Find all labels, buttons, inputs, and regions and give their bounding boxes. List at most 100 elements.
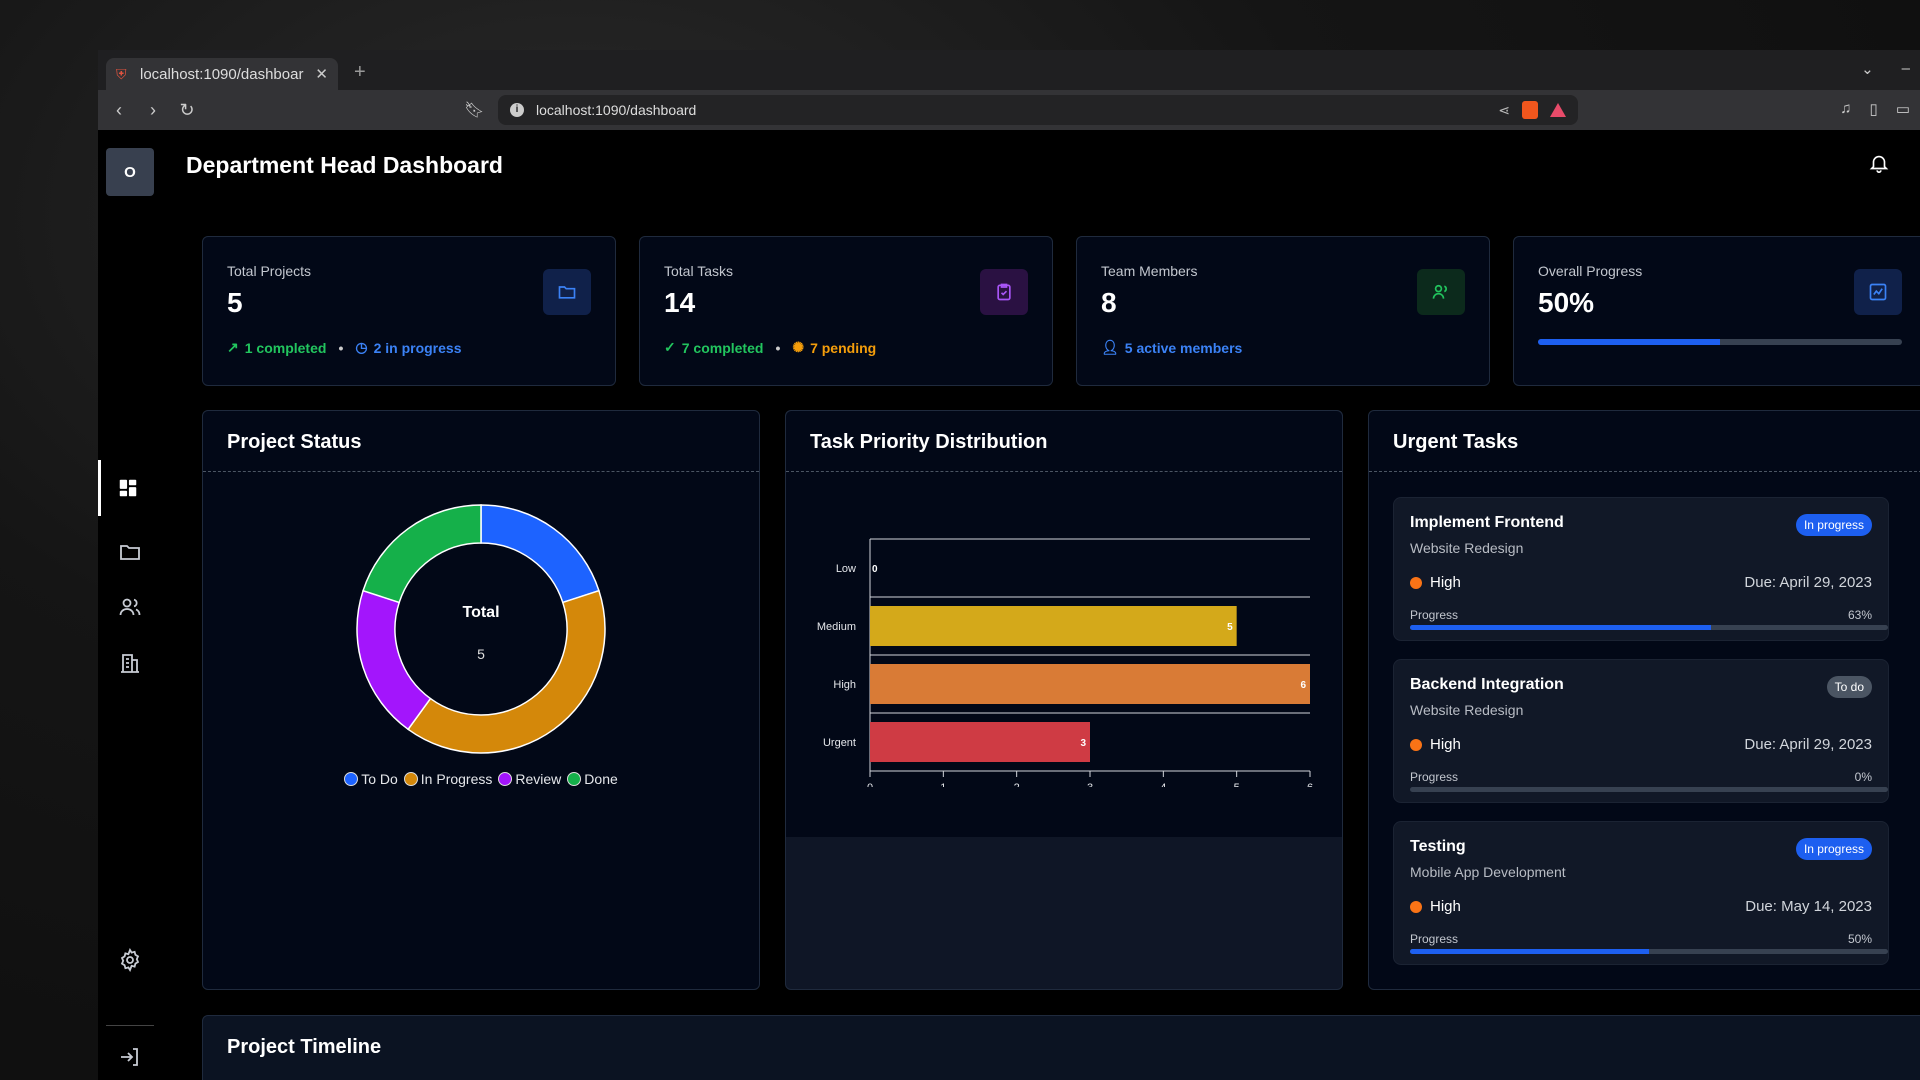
share-icon[interactable]: ⋖ [1498,101,1510,118]
page-title: Department Head Dashboard [186,152,503,178]
bookmark-icon[interactable]: 🔖︎ [464,102,485,119]
favicon-icon: ⛨ [116,66,127,82]
completed-count: 7 completed [681,339,764,356]
settings-gear-icon[interactable] [106,940,154,980]
x-tick-label: 1 [940,782,946,787]
bar-urgent[interactable] [870,722,1090,762]
project-status-panel: Project Status Total 5 To Do In Progress … [202,410,760,990]
logout-icon[interactable] [106,1037,154,1077]
task-priority-bar-chart: Low 0 Medium 5 High 6 Urgent 3 0 1 2 3 4 5 6 [817,538,1313,787]
overall-progress-bar [1538,339,1902,345]
urgent-task-card[interactable]: Implement Frontend Website Redesign In p… [1393,497,1889,641]
legend-item-todo[interactable]: To Do [344,771,398,787]
stat-label: Team Members [1101,263,1198,279]
task-priority: High [1410,736,1461,753]
stat-value: 8 [1101,287,1117,318]
task-project: Website Redesign [1410,702,1524,718]
address-bar[interactable]: i localhost:1090/dashboard ⋖ [498,95,1578,125]
x-tick-label: 3 [1087,782,1093,787]
project-timeline-panel: Project Timeline [202,1015,1920,1080]
sidebar-divider [106,1025,154,1026]
browser-window: ⛨ localhost:1090/dashboar ✕ + ⌄ – ‹ › ↻ … [98,50,1920,1080]
legend-item-review[interactable]: Review [498,771,561,787]
priority-dot-icon [1410,738,1422,751]
stat-label: Total Projects [227,263,312,279]
task-name: Implement Frontend [1410,514,1564,531]
x-tick-label: 2 [1014,782,1020,787]
bar-value-label: 5 [1227,622,1233,633]
urgent-tasks-panel: Urgent Tasks Implement Frontend Website … [1368,410,1920,990]
task-priority-panel: Task Priority Distribution Low 0 Medium 5 Hi… [785,410,1343,990]
tab-list-icon[interactable]: ⌄ [1861,61,1874,78]
brave-rewards-icon[interactable] [1550,103,1566,117]
y-tick-label: Low [836,563,856,575]
site-info-icon[interactable]: i [510,103,524,117]
team-users-icon[interactable] [106,587,154,627]
task-name: Backend Integration [1410,676,1564,693]
legend-item-in-progress[interactable]: In Progress [403,771,492,787]
x-tick-label: 0 [867,782,873,787]
brave-shield-icon[interactable] [1522,101,1538,119]
bar-medium[interactable] [870,606,1237,646]
forward-icon[interactable]: › [150,99,156,120]
task-due-date: Due: April 29, 2023 [1744,574,1872,591]
status-badge: In progress [1795,838,1872,860]
url-text: localhost:1090/dashboard [536,102,697,118]
progress-label: Progress [1410,608,1459,622]
projects-folder-icon[interactable] [106,532,154,572]
folder-icon [543,269,591,315]
task-priority: High [1410,898,1461,915]
back-icon[interactable]: ‹ [116,99,122,120]
new-tab-icon[interactable]: + [354,61,366,83]
team-members-card: Team Members 8 👤︎ 5 active members [1076,236,1490,386]
stat-meta: 👤︎ 5 active members [1101,339,1242,356]
dashboard-icon[interactable] [98,460,154,516]
completed-count: 1 completed [244,339,327,356]
progress-label: Progress [1410,770,1459,784]
y-tick-label: Urgent [823,737,856,749]
donut-slice-done[interactable] [362,504,482,604]
panel-divider [786,471,1342,472]
donut-slice-in-progress[interactable] [407,589,606,754]
in-progress-count: 2 in progress [373,339,462,356]
x-tick-label: 6 [1307,782,1313,787]
task-progress-bar [1410,787,1888,792]
status-badge: To do [1826,676,1872,698]
clock-icon: ◷ [355,339,368,355]
donut-slice-review[interactable] [356,589,432,731]
donut-slice-to-do[interactable] [480,504,600,604]
sidebar: O [98,130,158,1080]
priority-dot-icon [1410,900,1422,913]
media-icon[interactable]: ♫ [1840,100,1852,117]
org-logo[interactable]: O [106,148,154,196]
close-tab-icon[interactable]: ✕ [315,66,328,83]
project-status-donut-chart: Total 5 [356,504,606,754]
stat-value: 50% [1538,287,1595,318]
departments-building-icon[interactable] [106,643,154,683]
tab-bar: ⛨ localhost:1090/dashboar ✕ + ⌄ – [98,50,1920,90]
browser-tab[interactable]: ⛨ localhost:1090/dashboar ✕ [106,58,338,90]
reload-icon[interactable]: ↻ [179,99,195,120]
bar-value-label: 0 [872,564,878,575]
minimize-icon[interactable]: – [1901,60,1910,77]
wallet-icon[interactable]: ▭ [1895,101,1910,118]
notifications-bell-icon[interactable] [1868,152,1890,179]
task-priority: High [1410,574,1461,591]
stat-label: Overall Progress [1538,263,1643,279]
user-check-icon: 👤︎ [1101,339,1119,355]
y-tick-label: Medium [817,621,856,633]
legend-item-done[interactable]: Done [567,771,618,787]
urgent-task-card[interactable]: Backend Integration Website Redesign To … [1393,659,1889,803]
progress-value: 63% [1847,608,1872,622]
panel-divider [1369,471,1920,472]
overall-progress-card: Overall Progress 50% [1513,236,1920,386]
stat-label: Total Tasks [664,263,733,279]
sidebar-toggle-icon[interactable]: ▯ [1869,101,1878,118]
loader-icon: ✺ [792,339,805,355]
x-tick-label: 5 [1234,782,1240,787]
donut-center-value: 5 [477,646,485,662]
bar-high[interactable] [870,664,1310,704]
pending-count: 7 pending [810,339,877,356]
panel-title: Project Timeline [227,1036,382,1058]
urgent-task-card[interactable]: Testing Mobile App Development In progre… [1393,821,1889,965]
